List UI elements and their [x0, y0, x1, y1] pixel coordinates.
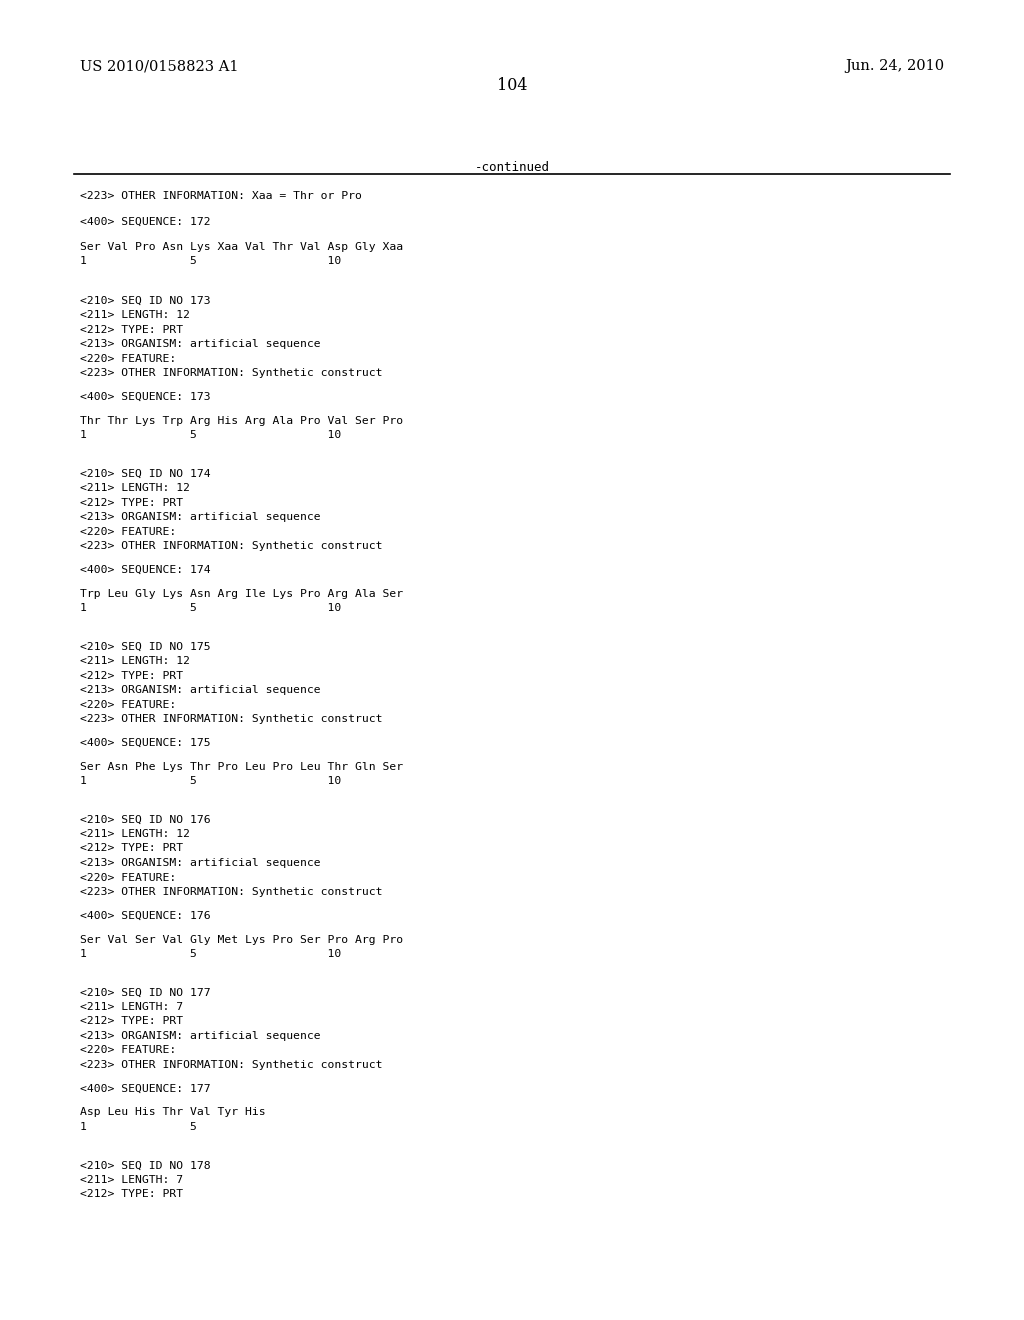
Text: <210> SEQ ID NO 178: <210> SEQ ID NO 178	[80, 1160, 211, 1171]
Text: <211> LENGTH: 7: <211> LENGTH: 7	[80, 1175, 183, 1185]
Text: <220> FEATURE:: <220> FEATURE:	[80, 873, 176, 883]
Text: <220> FEATURE:: <220> FEATURE:	[80, 700, 176, 710]
Text: <211> LENGTH: 12: <211> LENGTH: 12	[80, 310, 189, 321]
Text: 1               5                   10: 1 5 10	[80, 949, 341, 960]
Text: Trp Leu Gly Lys Asn Arg Ile Lys Pro Arg Ala Ser: Trp Leu Gly Lys Asn Arg Ile Lys Pro Arg …	[80, 589, 403, 599]
Text: 1               5                   10: 1 5 10	[80, 603, 341, 614]
Text: Asp Leu His Thr Val Tyr His: Asp Leu His Thr Val Tyr His	[80, 1107, 265, 1118]
Text: <213> ORGANISM: artificial sequence: <213> ORGANISM: artificial sequence	[80, 512, 321, 523]
Text: US 2010/0158823 A1: US 2010/0158823 A1	[80, 59, 239, 74]
Text: <223> OTHER INFORMATION: Synthetic construct: <223> OTHER INFORMATION: Synthetic const…	[80, 541, 382, 552]
Text: <223> OTHER INFORMATION: Xaa = Thr or Pro: <223> OTHER INFORMATION: Xaa = Thr or Pr…	[80, 191, 361, 202]
Text: Jun. 24, 2010: Jun. 24, 2010	[845, 59, 944, 74]
Text: <213> ORGANISM: artificial sequence: <213> ORGANISM: artificial sequence	[80, 339, 321, 350]
Text: <211> LENGTH: 7: <211> LENGTH: 7	[80, 1002, 183, 1012]
Text: Ser Val Pro Asn Lys Xaa Val Thr Val Asp Gly Xaa: Ser Val Pro Asn Lys Xaa Val Thr Val Asp …	[80, 242, 403, 252]
Text: -continued: -continued	[474, 161, 550, 174]
Text: <210> SEQ ID NO 177: <210> SEQ ID NO 177	[80, 987, 211, 998]
Text: 1               5                   10: 1 5 10	[80, 776, 341, 787]
Text: <220> FEATURE:: <220> FEATURE:	[80, 1045, 176, 1056]
Text: <212> TYPE: PRT: <212> TYPE: PRT	[80, 325, 183, 335]
Text: 1               5: 1 5	[80, 1122, 197, 1133]
Text: <212> TYPE: PRT: <212> TYPE: PRT	[80, 671, 183, 681]
Text: Ser Val Ser Val Gly Met Lys Pro Ser Pro Arg Pro: Ser Val Ser Val Gly Met Lys Pro Ser Pro …	[80, 935, 403, 945]
Text: <400> SEQUENCE: 172: <400> SEQUENCE: 172	[80, 216, 211, 227]
Text: <210> SEQ ID NO 176: <210> SEQ ID NO 176	[80, 814, 211, 825]
Text: <400> SEQUENCE: 175: <400> SEQUENCE: 175	[80, 738, 211, 748]
Text: Ser Asn Phe Lys Thr Pro Leu Pro Leu Thr Gln Ser: Ser Asn Phe Lys Thr Pro Leu Pro Leu Thr …	[80, 762, 403, 772]
Text: <212> TYPE: PRT: <212> TYPE: PRT	[80, 843, 183, 854]
Text: <223> OTHER INFORMATION: Synthetic construct: <223> OTHER INFORMATION: Synthetic const…	[80, 714, 382, 725]
Text: 1               5                   10: 1 5 10	[80, 430, 341, 441]
Text: 1               5                   10: 1 5 10	[80, 256, 341, 267]
Text: <400> SEQUENCE: 174: <400> SEQUENCE: 174	[80, 565, 211, 576]
Text: <210> SEQ ID NO 173: <210> SEQ ID NO 173	[80, 296, 211, 306]
Text: 104: 104	[497, 77, 527, 94]
Text: <213> ORGANISM: artificial sequence: <213> ORGANISM: artificial sequence	[80, 858, 321, 869]
Text: <212> TYPE: PRT: <212> TYPE: PRT	[80, 498, 183, 508]
Text: <223> OTHER INFORMATION: Synthetic construct: <223> OTHER INFORMATION: Synthetic const…	[80, 368, 382, 379]
Text: <210> SEQ ID NO 175: <210> SEQ ID NO 175	[80, 642, 211, 652]
Text: <400> SEQUENCE: 173: <400> SEQUENCE: 173	[80, 392, 211, 403]
Text: <223> OTHER INFORMATION: Synthetic construct: <223> OTHER INFORMATION: Synthetic const…	[80, 1060, 382, 1071]
Text: <220> FEATURE:: <220> FEATURE:	[80, 527, 176, 537]
Text: <213> ORGANISM: artificial sequence: <213> ORGANISM: artificial sequence	[80, 1031, 321, 1041]
Text: Thr Thr Lys Trp Arg His Arg Ala Pro Val Ser Pro: Thr Thr Lys Trp Arg His Arg Ala Pro Val …	[80, 416, 403, 426]
Text: <211> LENGTH: 12: <211> LENGTH: 12	[80, 656, 189, 667]
Text: <212> TYPE: PRT: <212> TYPE: PRT	[80, 1189, 183, 1200]
Text: <400> SEQUENCE: 176: <400> SEQUENCE: 176	[80, 911, 211, 921]
Text: <223> OTHER INFORMATION: Synthetic construct: <223> OTHER INFORMATION: Synthetic const…	[80, 887, 382, 898]
Text: <211> LENGTH: 12: <211> LENGTH: 12	[80, 829, 189, 840]
Text: <211> LENGTH: 12: <211> LENGTH: 12	[80, 483, 189, 494]
Text: <400> SEQUENCE: 177: <400> SEQUENCE: 177	[80, 1084, 211, 1094]
Text: <210> SEQ ID NO 174: <210> SEQ ID NO 174	[80, 469, 211, 479]
Text: <220> FEATURE:: <220> FEATURE:	[80, 354, 176, 364]
Text: <213> ORGANISM: artificial sequence: <213> ORGANISM: artificial sequence	[80, 685, 321, 696]
Text: <212> TYPE: PRT: <212> TYPE: PRT	[80, 1016, 183, 1027]
